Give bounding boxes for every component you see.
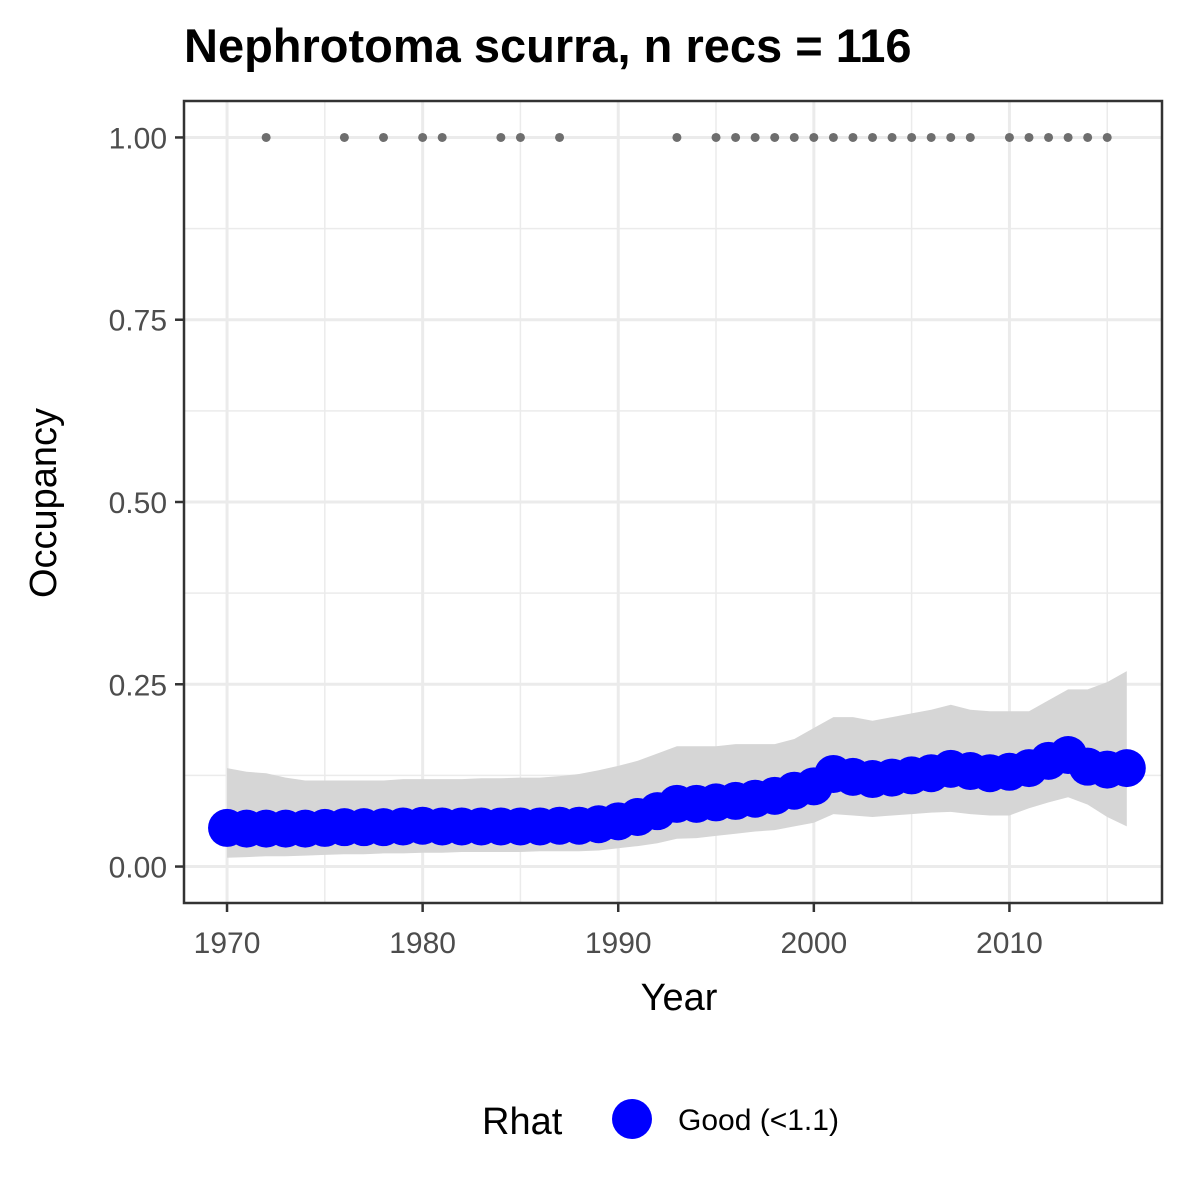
record-point xyxy=(437,132,447,142)
record-point xyxy=(379,132,389,142)
y-axis: 0.00 0.25 0.50 0.75 1.00 xyxy=(109,122,184,885)
record-point xyxy=(1024,132,1034,142)
record-point xyxy=(946,132,956,142)
y-tick-label: 1.00 xyxy=(109,122,167,155)
x-axis: 1970 1980 1990 2000 2010 xyxy=(194,903,1043,960)
y-axis-title: Occupancy xyxy=(23,408,65,598)
record-point xyxy=(1063,132,1073,142)
record-point xyxy=(887,132,897,142)
chart-title: Nephrotoma scurra, n recs = 116 xyxy=(184,19,912,72)
record-point xyxy=(907,132,917,142)
record-point xyxy=(496,132,506,142)
record-point xyxy=(339,132,349,142)
legend-key-good xyxy=(612,1099,652,1139)
record-point xyxy=(828,132,838,142)
legend-title: Rhat xyxy=(482,1101,563,1143)
record-point xyxy=(848,132,858,142)
record-point xyxy=(789,132,799,142)
record-point xyxy=(711,132,721,142)
y-tick-label: 0.50 xyxy=(109,487,167,520)
y-tick-label: 0.25 xyxy=(109,669,167,702)
occupancy-points-layer xyxy=(208,735,1146,848)
occupancy-point xyxy=(1107,749,1146,788)
x-tick-label: 1970 xyxy=(194,927,261,960)
record-points-layer xyxy=(261,132,1112,142)
x-axis-title: Year xyxy=(641,977,718,1019)
record-point xyxy=(1083,132,1093,142)
record-point xyxy=(868,132,878,142)
x-tick-label: 1980 xyxy=(389,927,456,960)
x-tick-label: 2000 xyxy=(780,927,847,960)
record-point xyxy=(515,132,525,142)
legend-label-good: Good (<1.1) xyxy=(678,1104,839,1137)
x-tick-label: 1990 xyxy=(585,927,652,960)
y-tick-label: 0.75 xyxy=(109,305,167,338)
record-point xyxy=(1102,132,1112,142)
record-point xyxy=(809,132,819,142)
record-point xyxy=(418,132,428,142)
record-point xyxy=(750,132,760,142)
x-tick-label: 2010 xyxy=(976,927,1043,960)
record-point xyxy=(965,132,975,142)
record-point xyxy=(770,132,780,142)
record-point xyxy=(1004,132,1014,142)
y-tick-label: 0.00 xyxy=(109,852,167,885)
legend: Rhat Good (<1.1) xyxy=(482,1099,839,1143)
record-point xyxy=(261,132,271,142)
record-point xyxy=(926,132,936,142)
record-point xyxy=(672,132,682,142)
record-point xyxy=(731,132,741,142)
record-point xyxy=(1044,132,1054,142)
record-point xyxy=(555,132,565,142)
